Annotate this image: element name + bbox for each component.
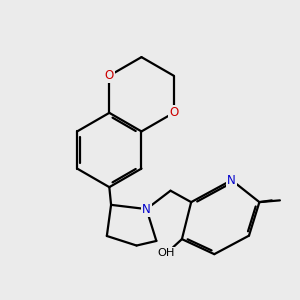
Text: N: N	[227, 174, 236, 187]
Text: O: O	[105, 69, 114, 82]
Text: OH: OH	[157, 248, 175, 258]
Text: N: N	[142, 202, 151, 216]
Text: O: O	[169, 106, 178, 119]
